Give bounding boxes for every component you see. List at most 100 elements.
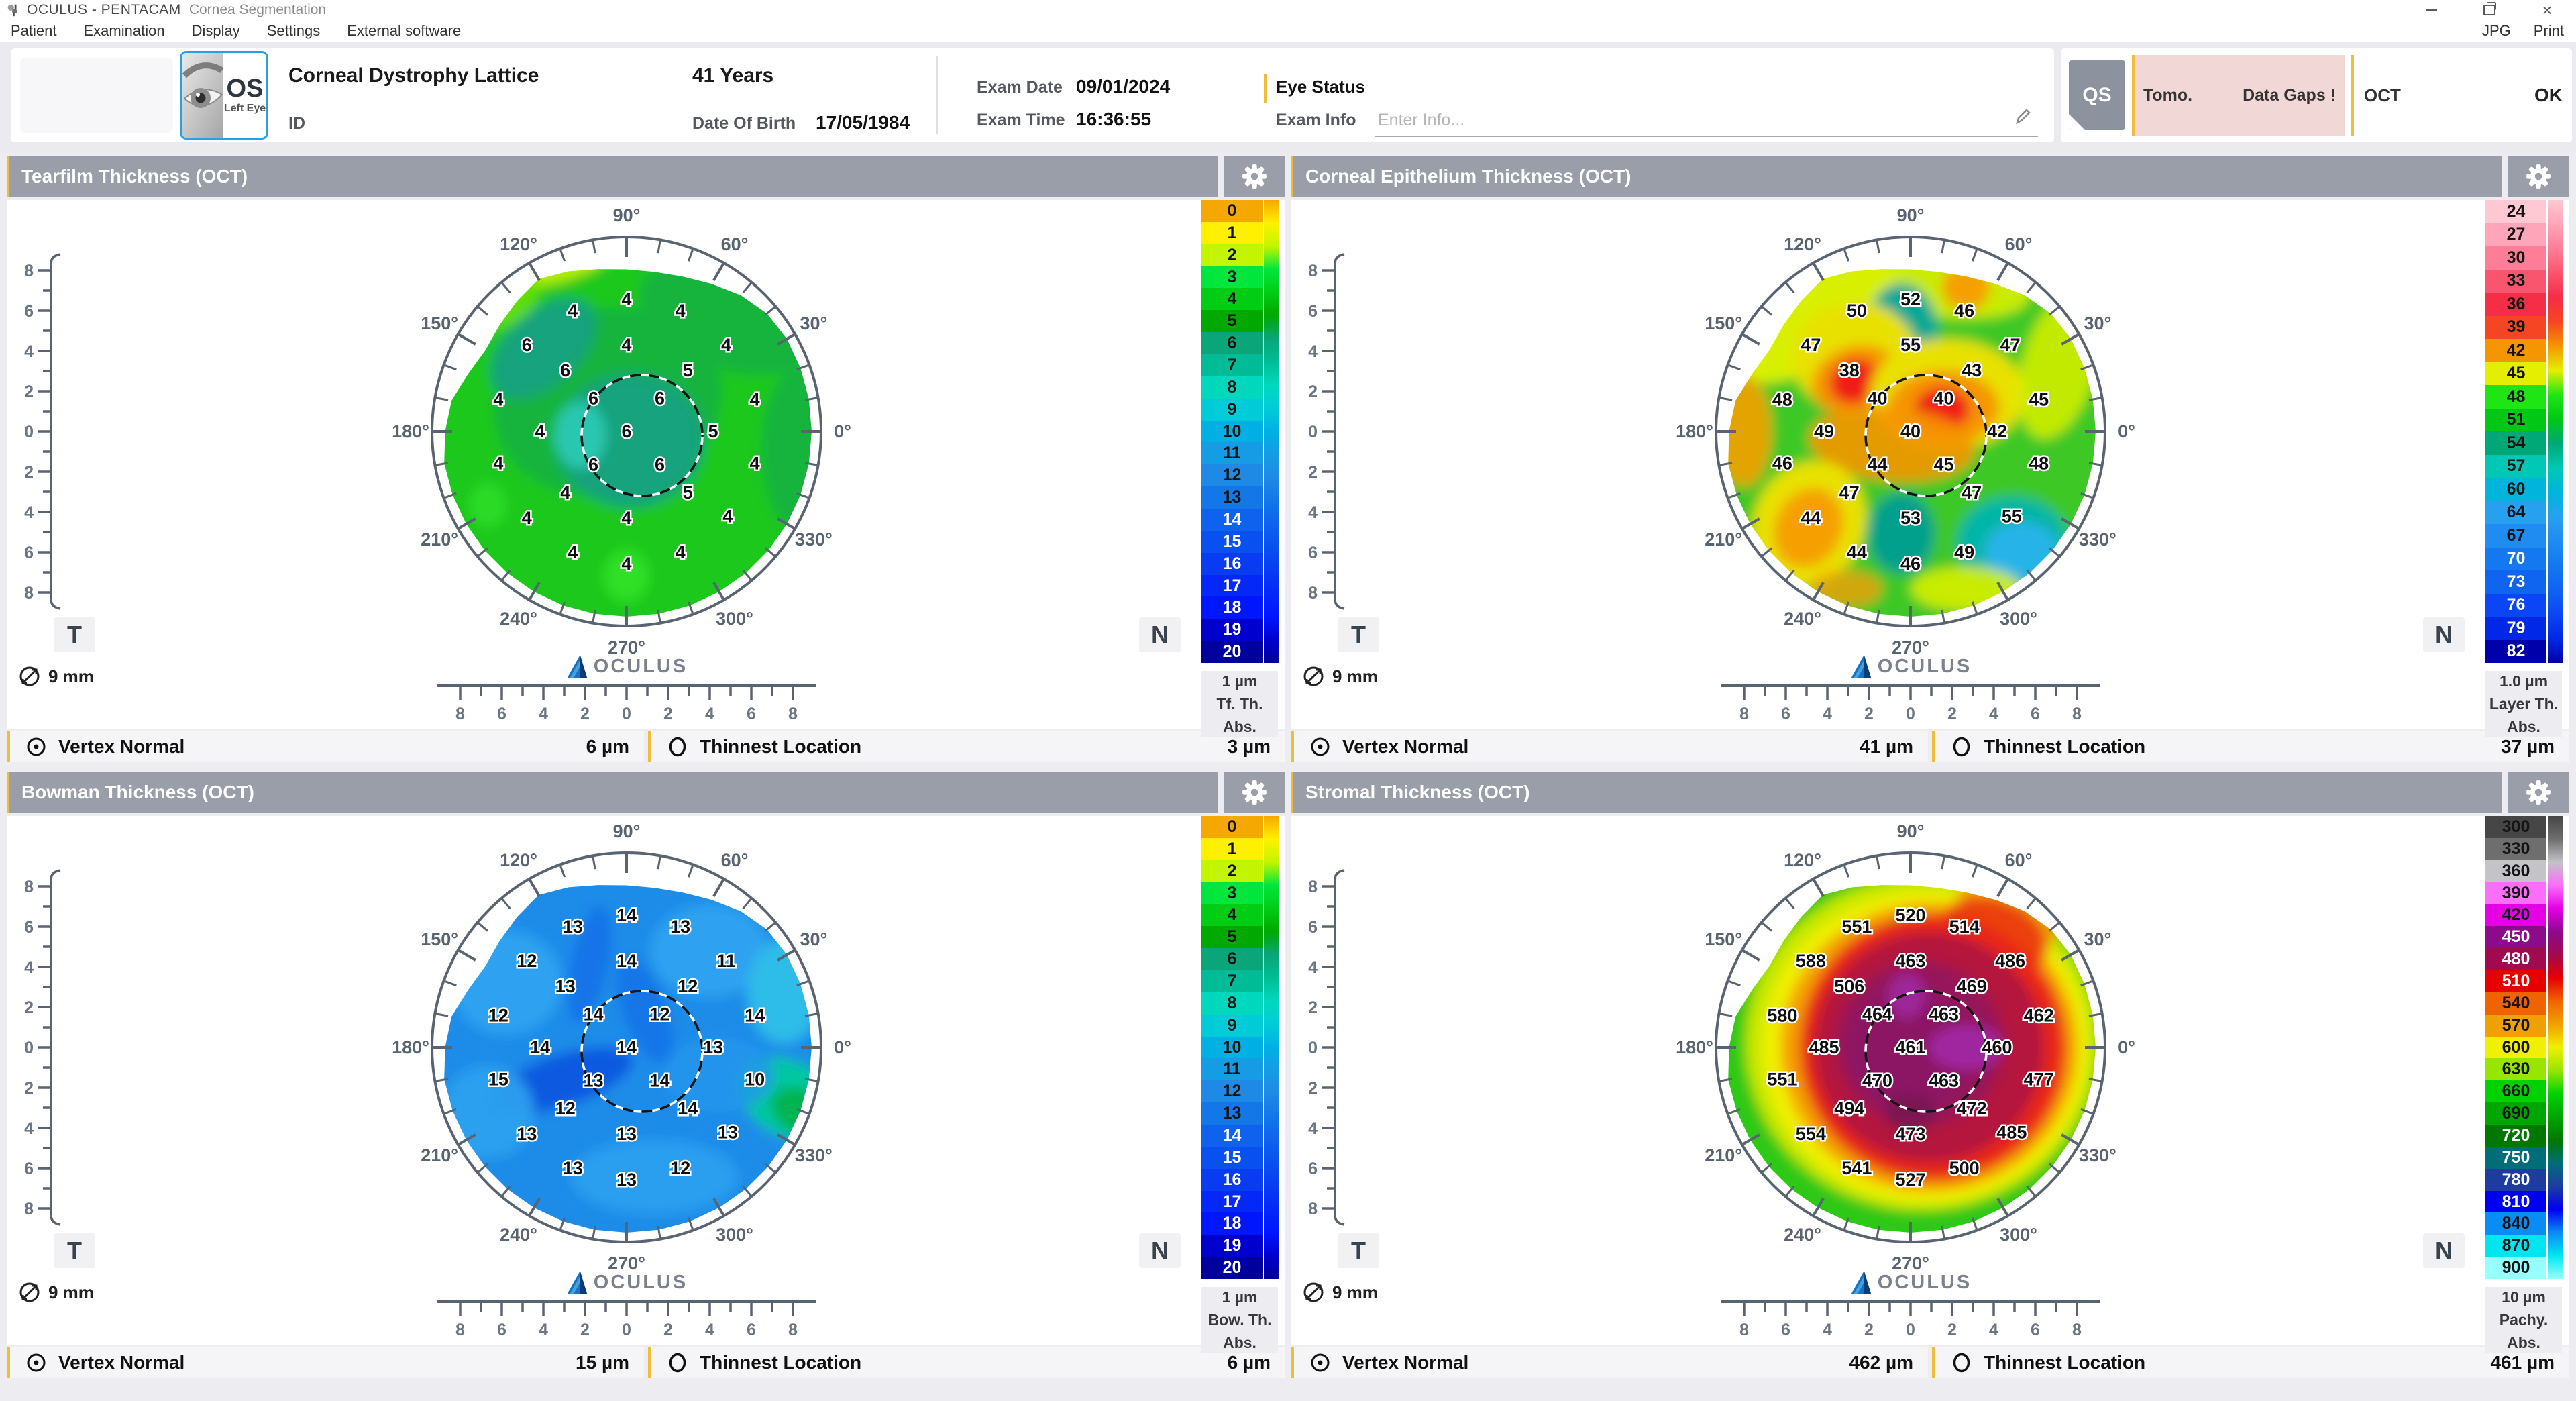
axis-tick-label: 2 bbox=[1864, 705, 1874, 723]
scale-step: 10 bbox=[1201, 1036, 1263, 1059]
scale-step: 20 bbox=[1201, 1257, 1263, 1280]
map-value: 13 bbox=[616, 1124, 637, 1144]
axis-tick-label: 6 bbox=[24, 302, 34, 321]
map-value: 13 bbox=[563, 917, 583, 937]
axis-tick-label: 2 bbox=[1308, 382, 1318, 401]
angle-label: 210° bbox=[1705, 1145, 1742, 1165]
scale-step: 27 bbox=[2485, 223, 2546, 246]
scale-step: 24 bbox=[2485, 200, 2546, 223]
map-value: 6 bbox=[588, 388, 598, 409]
data-gaps-label: Data Gaps ! bbox=[2243, 85, 2336, 105]
left-eye-selector[interactable]: OS Left Eye bbox=[180, 51, 268, 140]
exam-date-label: Exam Date bbox=[977, 78, 1063, 97]
scale-step: 900 bbox=[2485, 1257, 2546, 1280]
thinnest-location-icon bbox=[669, 737, 686, 757]
axis-tick-label: 8 bbox=[24, 262, 34, 280]
map-value: 520 bbox=[1895, 905, 1925, 925]
color-scale-gradient bbox=[1264, 200, 1279, 663]
menu-settings[interactable]: Settings bbox=[266, 22, 321, 39]
map-value: 472 bbox=[1957, 1098, 1987, 1119]
map-value: 486 bbox=[1995, 951, 2025, 971]
scale-step: 540 bbox=[2485, 992, 2546, 1015]
eye-photo bbox=[182, 53, 223, 138]
scale-step: 5 bbox=[1201, 310, 1263, 333]
axis-tick-label: 8 bbox=[1739, 705, 1749, 723]
map-value: 4 bbox=[676, 301, 686, 321]
settings-button[interactable] bbox=[2508, 772, 2569, 813]
map-value: 46 bbox=[1900, 554, 1921, 574]
angle-label: 60° bbox=[2005, 850, 2033, 870]
map-value: 14 bbox=[649, 1070, 669, 1090]
horizontal-axis: 8 6 4 2 0 2 4 6 8 bbox=[437, 684, 816, 723]
map-value: 14 bbox=[583, 1004, 603, 1025]
settings-button[interactable] bbox=[2508, 156, 2569, 197]
edit-pencil-icon[interactable] bbox=[2012, 106, 2031, 125]
qs-button[interactable]: QS bbox=[2069, 60, 2125, 130]
scale-step: 0 bbox=[1201, 200, 1263, 222]
vertical-axis: 8 6 4 2 0 2 4 6 8 bbox=[24, 869, 61, 1226]
scale-step: 3 bbox=[1201, 266, 1263, 289]
map-value: 462 bbox=[2024, 1005, 2054, 1025]
map-value: 4 bbox=[493, 454, 503, 474]
restore-button[interactable] bbox=[2461, 0, 2518, 20]
patient-header: OS Left Eye Corneal Dystrophy Lattice ID… bbox=[0, 42, 2576, 153]
scale-step: 6 bbox=[1201, 948, 1263, 971]
menu-print[interactable]: Print bbox=[2533, 22, 2564, 39]
oculus-logo: OCULUS bbox=[546, 654, 707, 679]
axis-tick-label: 6 bbox=[1308, 302, 1318, 321]
scale-step: 9 bbox=[1201, 1014, 1263, 1037]
scale-step: 5 bbox=[1201, 926, 1263, 949]
scale-step: 630 bbox=[2485, 1058, 2546, 1081]
map-value: 13 bbox=[703, 1037, 723, 1057]
angle-label: 270° bbox=[1892, 637, 1929, 658]
oculus-logo-icon bbox=[1851, 654, 1871, 678]
settings-button[interactable] bbox=[1224, 156, 1285, 197]
map-value: 4 bbox=[721, 335, 731, 355]
diameter-indicator: 9 mm bbox=[1301, 664, 1378, 688]
map-value: 527 bbox=[1895, 1170, 1925, 1190]
scale-step: 8 bbox=[1201, 992, 1263, 1015]
axis-tick-label: 4 bbox=[1823, 1320, 1832, 1339]
map-value: 55 bbox=[2002, 507, 2022, 527]
menu-external-software[interactable]: External software bbox=[347, 22, 462, 39]
menu-display[interactable]: Display bbox=[191, 22, 240, 39]
map-value: 45 bbox=[2029, 389, 2049, 409]
scale-step: 76 bbox=[2485, 593, 2546, 617]
ok-button[interactable]: OK bbox=[2534, 85, 2563, 105]
axis-tick-label: 2 bbox=[580, 1320, 590, 1339]
temporal-label: T bbox=[54, 1233, 95, 1268]
axis-tick-label: 8 bbox=[24, 584, 34, 603]
axis-tick-label: 8 bbox=[24, 1200, 34, 1218]
patient-name: Corneal Dystrophy Lattice bbox=[288, 64, 539, 87]
close-button[interactable]: × bbox=[2518, 0, 2576, 20]
menu-examination[interactable]: Examination bbox=[83, 22, 165, 39]
oculus-logo: OCULUS bbox=[1830, 654, 1991, 679]
corneal-thickness-map: 0° 30° 60° 90° 120° 150° 180° 210° 240° 270° 300° 3… bbox=[1676, 205, 2135, 658]
map-area: 0° 30° 60° 90° 120° 150° 180° 210° 240° 270° 300° 3… bbox=[1291, 816, 2569, 1353]
map-value: 53 bbox=[1900, 508, 1921, 528]
axis-tick-label: 0 bbox=[1308, 1039, 1318, 1057]
minimize-button[interactable] bbox=[2403, 0, 2461, 20]
right-eye-placeholder[interactable] bbox=[20, 58, 173, 133]
map-value: 460 bbox=[1982, 1037, 2012, 1057]
nasal-label: N bbox=[1139, 617, 1181, 652]
menu-patient[interactable]: Patient bbox=[11, 22, 57, 39]
map-value: 12 bbox=[555, 1098, 576, 1119]
map-value: 514 bbox=[1949, 917, 1980, 937]
angle-label: 150° bbox=[421, 929, 458, 949]
scale-step: 64 bbox=[2485, 501, 2546, 524]
horizontal-axis: 8 6 4 2 0 2 4 6 8 bbox=[1721, 684, 2100, 723]
exam-info-input[interactable]: Enter Info... bbox=[1378, 111, 1465, 129]
map-value: 38 bbox=[1839, 360, 1860, 380]
vertical-axis: 8 6 4 2 0 2 4 6 8 bbox=[1308, 253, 1345, 610]
map-value: 470 bbox=[1862, 1070, 1892, 1090]
map-value: 52 bbox=[1900, 289, 1921, 309]
axis-tick-label: 6 bbox=[1781, 1320, 1790, 1339]
map-value: 5 bbox=[708, 421, 718, 442]
axis-tick-label: 2 bbox=[24, 382, 34, 401]
map-value: 6 bbox=[655, 388, 665, 409]
menu-jpg[interactable]: JPG bbox=[2481, 22, 2511, 39]
settings-button[interactable] bbox=[1224, 772, 1285, 813]
angle-label: 330° bbox=[2079, 529, 2116, 550]
map-value: 40 bbox=[1933, 388, 1953, 409]
